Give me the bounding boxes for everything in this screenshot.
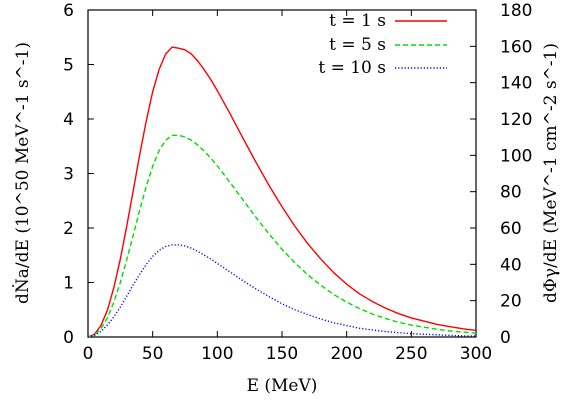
series-line-1: [88, 46, 476, 337]
x-tick-label: 100: [201, 344, 233, 364]
y-right-tick-label: 40: [500, 255, 522, 275]
plot-frame: [87, 9, 477, 338]
y-left-tick-label: 6: [63, 1, 74, 21]
y-left-tick-label: 2: [63, 219, 74, 239]
legend-label-series-1: t = 1 s: [329, 11, 386, 31]
x-tick-label: 300: [460, 344, 492, 364]
y-left-tick-label: 1: [63, 274, 74, 294]
y-right-tick-label: 120: [500, 110, 532, 130]
x-tick-label: 0: [83, 344, 94, 364]
y-right-axis-label: dΦγ/dE (MeV^-1 cm^-2 s^-1): [541, 43, 561, 303]
x-tick-label: 50: [142, 344, 164, 364]
x-tick-label: 200: [330, 344, 362, 364]
series-line-2: [88, 134, 476, 337]
y-right-tick-label: 80: [500, 183, 522, 203]
y-left-tick-label: 4: [63, 110, 74, 130]
y-right-tick-label: 20: [500, 292, 522, 312]
y-right-tick-label: 60: [500, 219, 522, 239]
legend-label-series-2: t = 5 s: [329, 35, 386, 55]
y-right-tick-label: 160: [500, 37, 532, 57]
series-line-3: [88, 244, 476, 337]
y-left-axis-ticks: 0 1 2 3 4 5 6: [63, 1, 94, 348]
x-axis-label: E (MeV): [247, 376, 318, 396]
y-right-axis-ticks: 0 20 40 60 80 100 120 140 160 180: [470, 1, 532, 348]
y-left-tick-label: 5: [63, 56, 74, 76]
x-tick-label: 150: [266, 344, 298, 364]
y-left-axis-label: dṄa/dE (10^50 MeV^-1 s^-1): [12, 42, 33, 304]
legend-label-series-3: t = 10 s: [318, 58, 386, 78]
legend: t = 1 s t = 5 s t = 10 s: [318, 11, 447, 78]
y-left-tick-label: 0: [63, 328, 74, 348]
x-tick-label: 250: [395, 344, 427, 364]
y-right-tick-label: 140: [500, 74, 532, 94]
y-right-tick-label: 0: [500, 328, 511, 348]
x-axis-ticks: 0 50 100 150 200 250 300: [83, 10, 492, 364]
y-left-tick-label: 3: [63, 165, 74, 185]
series-group: [88, 46, 476, 337]
y-right-tick-label: 100: [500, 146, 532, 166]
y-right-tick-label: 180: [500, 1, 532, 21]
